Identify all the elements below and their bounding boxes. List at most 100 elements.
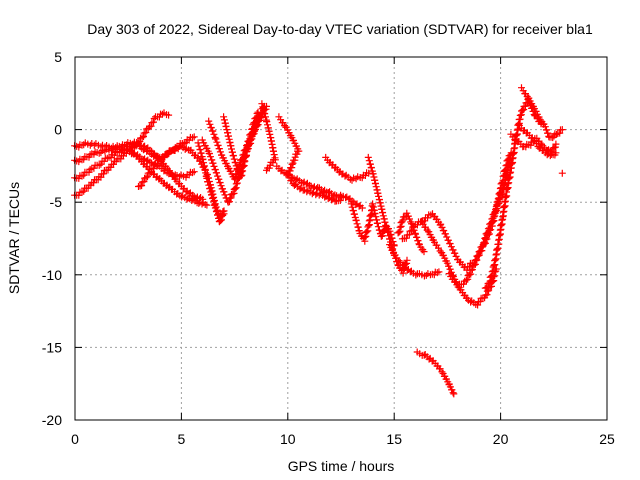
data-point: [446, 265, 454, 273]
data-point: [136, 138, 144, 146]
data-point: [385, 232, 393, 240]
data-point: [199, 156, 207, 163]
data-point: [78, 172, 86, 180]
y-tick-labels: -20 -15 -10 -5 0 5: [42, 49, 62, 428]
data-point: [374, 223, 382, 231]
data-point: [369, 170, 377, 178]
data-point: [438, 223, 446, 231]
data-point: [452, 252, 460, 260]
x-tick-label: 15: [386, 431, 402, 447]
data-point: [215, 175, 223, 183]
data-point: [220, 188, 228, 196]
data-point: [142, 174, 150, 182]
data-point: [440, 227, 448, 235]
data-point: [347, 200, 355, 208]
axis-ticks: [74, 56, 608, 421]
data-point: [476, 248, 483, 255]
data-point: [222, 123, 230, 130]
data-point: [250, 119, 258, 127]
data-point: [406, 268, 414, 276]
data-point: [210, 130, 218, 138]
data-point: [259, 103, 267, 111]
data-point: [412, 271, 420, 279]
data-point: [532, 140, 540, 147]
data-point: [100, 157, 108, 165]
data-point: [203, 201, 211, 209]
data-point: [328, 196, 336, 204]
data-point: [206, 185, 214, 193]
data-point: [206, 120, 214, 128]
data-point: [447, 243, 455, 251]
data-point: [433, 269, 441, 277]
data-point: [361, 233, 369, 241]
data-point: [258, 100, 266, 108]
data-point: [150, 118, 157, 126]
data-point: [221, 119, 229, 127]
data-point: [211, 204, 219, 212]
data-point: [279, 119, 287, 127]
data-point: [243, 143, 251, 151]
data-point: [290, 181, 298, 189]
data-point: [231, 159, 239, 167]
data-point: [218, 212, 226, 220]
data-point: [224, 132, 232, 140]
data-point: [140, 133, 147, 141]
data-point: [377, 232, 385, 240]
data-point: [379, 209, 386, 217]
data-point: [444, 236, 452, 244]
data-point: [205, 181, 213, 189]
data-point: [409, 226, 417, 234]
data-point: [221, 191, 229, 199]
series-arc18: [386, 241, 443, 280]
data-point: [488, 215, 496, 223]
data-point: [132, 142, 140, 150]
data-point: [541, 123, 549, 131]
data-point: [140, 143, 147, 151]
data-point: [490, 210, 498, 218]
data-point: [372, 213, 380, 221]
data-point: [247, 130, 255, 138]
data-point: [549, 134, 557, 142]
data-point: [214, 172, 222, 180]
data-point: [197, 149, 205, 157]
plot-frame: [74, 56, 608, 421]
data-point: [487, 220, 495, 227]
x-tick-label: 5: [178, 431, 186, 447]
data-point: [150, 164, 158, 172]
data-point: [372, 183, 380, 191]
data-point: [500, 181, 508, 189]
data-points: [71, 84, 566, 398]
data-point: [262, 113, 269, 121]
data-point: [365, 157, 373, 165]
series-arc9: [194, 139, 228, 226]
x-axis-label: GPS time / hours: [288, 458, 395, 474]
data-point: [497, 191, 505, 198]
data-point: [219, 208, 227, 216]
data-point: [391, 251, 399, 259]
data-point: [369, 203, 377, 211]
data-point: [208, 156, 216, 164]
data-point: [375, 196, 383, 204]
data-point: [213, 169, 220, 177]
data-point: [248, 125, 256, 133]
data-point: [552, 149, 560, 157]
data-point: [467, 266, 475, 274]
data-point: [355, 202, 363, 210]
data-point: [438, 368, 446, 376]
series-arc25: [515, 122, 560, 160]
series-arc3: [71, 140, 207, 203]
data-point: [383, 225, 391, 233]
data-point: [398, 218, 406, 226]
y-tick-label: -10: [42, 267, 62, 283]
data-point: [412, 230, 419, 238]
chart-title: Day 303 of 2022, Sidereal Day-to-day VTE…: [87, 21, 593, 37]
data-point: [437, 220, 445, 228]
data-point: [451, 249, 459, 257]
data-point: [140, 178, 148, 186]
data-point: [244, 142, 252, 150]
y-axis-label: SDTVAR / TECUs: [6, 182, 22, 294]
data-point: [352, 217, 360, 224]
data-point: [495, 196, 503, 204]
data-point: [371, 210, 379, 218]
data-point: [190, 133, 198, 141]
